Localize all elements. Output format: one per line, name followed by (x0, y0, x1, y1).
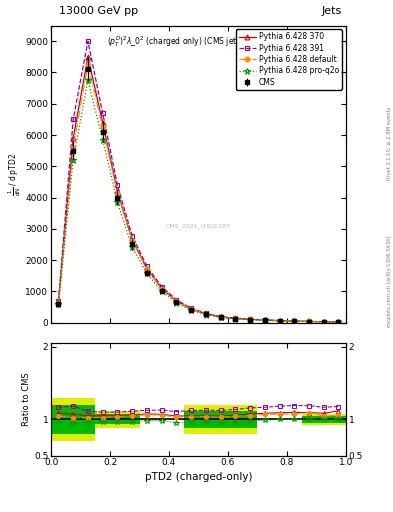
Pythia 6.428 391 (130, 232, 134, 239)
Pythia 6.428 370 (56, 299, 61, 305)
Pythia 6.428 default (56, 300, 61, 306)
Pythia 6.428 pro-q2o (321, 319, 326, 325)
Pythia 6.428 370 (277, 317, 282, 324)
Line: Pythia 6.428 391: Pythia 6.428 391 (56, 39, 341, 325)
Pythia 6.428 pro-q2o (159, 288, 164, 294)
Pythia 6.428 pro-q2o (204, 311, 208, 317)
Pythia 6.428 391 (336, 319, 341, 325)
Pythia 6.428 391 (263, 317, 267, 323)
Text: 13000 GeV pp: 13000 GeV pp (59, 6, 138, 16)
Pythia 6.428 pro-q2o (71, 157, 75, 163)
Pythia 6.428 default (277, 317, 282, 324)
Pythia 6.428 370 (336, 319, 341, 325)
Pythia 6.428 391 (71, 116, 75, 122)
Pythia 6.428 default (218, 314, 223, 320)
Text: $(p_T^D)^2\lambda\_0^2$ (charged only) (CMS jet substructure): $(p_T^D)^2\lambda\_0^2$ (charged only) (… (107, 34, 290, 50)
Pythia 6.428 391 (307, 318, 311, 325)
Text: Jets: Jets (321, 6, 342, 16)
Pythia 6.428 370 (130, 237, 134, 243)
Pythia 6.428 pro-q2o (233, 316, 238, 322)
Pythia 6.428 370 (248, 316, 252, 323)
Pythia 6.428 pro-q2o (86, 77, 90, 83)
Pythia 6.428 391 (292, 318, 297, 324)
Pythia 6.428 391 (189, 305, 193, 311)
Pythia 6.428 default (174, 298, 179, 304)
Pythia 6.428 370 (233, 315, 238, 322)
Pythia 6.428 pro-q2o (145, 270, 149, 276)
Line: Pythia 6.428 370: Pythia 6.428 370 (56, 54, 341, 325)
Pythia 6.428 default (145, 266, 149, 272)
Text: Rivet 3.1.10, ≥ 2.9M events: Rivet 3.1.10, ≥ 2.9M events (387, 106, 392, 180)
Pythia 6.428 pro-q2o (56, 302, 61, 308)
Pythia 6.428 default (233, 315, 238, 322)
Pythia 6.428 391 (174, 296, 179, 303)
Pythia 6.428 pro-q2o (292, 318, 297, 324)
Pythia 6.428 370 (115, 188, 120, 195)
Line: Pythia 6.428 pro-q2o: Pythia 6.428 pro-q2o (55, 77, 342, 325)
Pythia 6.428 391 (145, 263, 149, 269)
Pythia 6.428 370 (321, 318, 326, 325)
Pythia 6.428 391 (100, 110, 105, 116)
Pythia 6.428 370 (307, 318, 311, 325)
Pythia 6.428 391 (115, 182, 120, 188)
Pythia 6.428 default (307, 318, 311, 325)
Line: Pythia 6.428 default: Pythia 6.428 default (56, 62, 341, 325)
Pythia 6.428 391 (321, 318, 326, 325)
Pythia 6.428 default (71, 144, 75, 151)
Pythia 6.428 pro-q2o (130, 244, 134, 250)
Pythia 6.428 370 (189, 306, 193, 312)
Pythia 6.428 default (130, 238, 134, 244)
Pythia 6.428 391 (86, 38, 90, 45)
Pythia 6.428 default (321, 318, 326, 325)
Y-axis label: $\frac{1}{\rm{d}N}\ /\ \rm{d}\,pTD2$: $\frac{1}{\rm{d}N}\ /\ \rm{d}\,pTD2$ (6, 153, 22, 196)
Pythia 6.428 pro-q2o (189, 307, 193, 313)
Pythia 6.428 391 (233, 315, 238, 321)
Pythia 6.428 pro-q2o (100, 137, 105, 143)
Pythia 6.428 370 (145, 266, 149, 272)
Pythia 6.428 default (189, 306, 193, 312)
Pythia 6.428 370 (292, 318, 297, 324)
Pythia 6.428 391 (56, 297, 61, 304)
Pythia 6.428 default (159, 286, 164, 292)
Text: CMS_2021_I1920187: CMS_2021_I1920187 (166, 224, 231, 229)
Pythia 6.428 370 (263, 317, 267, 323)
Pythia 6.428 pro-q2o (174, 300, 179, 306)
Pythia 6.428 391 (218, 313, 223, 319)
Pythia 6.428 391 (204, 310, 208, 316)
Pythia 6.428 pro-q2o (115, 199, 120, 205)
Pythia 6.428 default (292, 318, 297, 324)
Pythia 6.428 370 (218, 314, 223, 320)
Pythia 6.428 370 (100, 119, 105, 125)
Pythia 6.428 default (336, 319, 341, 325)
Legend: Pythia 6.428 370, Pythia 6.428 391, Pythia 6.428 default, Pythia 6.428 pro-q2o, : Pythia 6.428 370, Pythia 6.428 391, Pyth… (236, 29, 342, 90)
Pythia 6.428 default (204, 311, 208, 317)
Pythia 6.428 391 (159, 284, 164, 290)
Pythia 6.428 pro-q2o (248, 316, 252, 323)
Pythia 6.428 370 (174, 298, 179, 304)
Pythia 6.428 370 (71, 135, 75, 141)
Pythia 6.428 370 (204, 311, 208, 317)
X-axis label: pTD2 (charged-only): pTD2 (charged-only) (145, 472, 252, 482)
Pythia 6.428 391 (277, 317, 282, 324)
Pythia 6.428 pro-q2o (218, 314, 223, 321)
Pythia 6.428 default (263, 317, 267, 323)
Pythia 6.428 pro-q2o (277, 318, 282, 324)
Pythia 6.428 default (115, 190, 120, 196)
Pythia 6.428 default (248, 316, 252, 323)
Pythia 6.428 default (86, 61, 90, 68)
Pythia 6.428 391 (248, 316, 252, 322)
Pythia 6.428 default (100, 124, 105, 130)
Pythia 6.428 pro-q2o (263, 317, 267, 324)
Y-axis label: Ratio to CMS: Ratio to CMS (22, 373, 31, 426)
Pythia 6.428 370 (86, 54, 90, 60)
Text: mcplots.cern.ch [arXiv:1306.3436]: mcplots.cern.ch [arXiv:1306.3436] (387, 236, 392, 327)
Pythia 6.428 pro-q2o (336, 319, 341, 325)
Pythia 6.428 pro-q2o (307, 318, 311, 325)
Pythia 6.428 370 (159, 285, 164, 291)
